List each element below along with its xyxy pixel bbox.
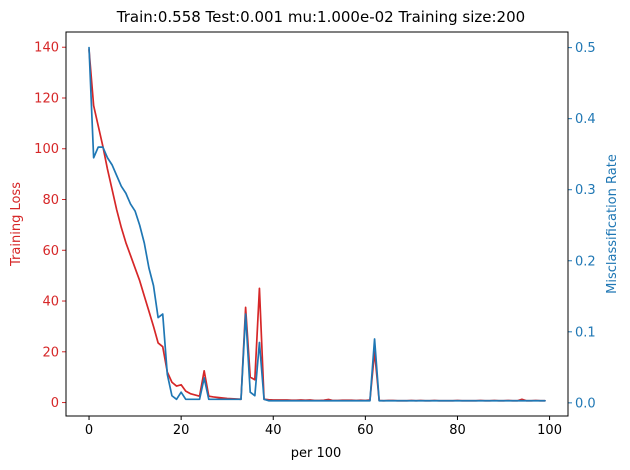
left-y-axis-label: Training Loss	[9, 182, 24, 267]
left-y-tick-label: 40	[42, 295, 59, 310]
right-y-tick-label: 0.5	[575, 41, 596, 56]
right-y-tick-label: 0.3	[575, 183, 596, 198]
plot-frame	[65, 31, 569, 417]
x-tick-label: 20	[173, 423, 190, 438]
chart-title: Train:0.558 Test:0.001 mu:1.000e-02 Trai…	[116, 8, 525, 26]
right-y-tick-label: 0.1	[575, 325, 596, 340]
right-y-axis-label: Misclassification Rate	[605, 154, 620, 294]
left-y-tick-label: 80	[42, 193, 59, 208]
right-y-tick-label: 0.4	[575, 112, 596, 127]
left-y-tick-label: 20	[42, 345, 59, 360]
plot-area: 0 20 40 60 80 100 0 20 40 60 80 100 120 140 0.0 0.1 0.2 0…	[34, 31, 596, 438]
x-tick-label: 60	[357, 423, 374, 438]
misclassification-rate-line	[88, 46, 546, 402]
left-y-tick-label: 0	[51, 396, 59, 411]
x-tick-label: 100	[537, 423, 562, 438]
left-y-tick-label: 100	[34, 142, 59, 157]
right-y-tick-label: 0.0	[575, 396, 596, 411]
x-tick-label: 80	[449, 423, 466, 438]
left-y-tick-label: 140	[34, 41, 59, 56]
right-y-tick-label: 0.2	[575, 254, 596, 269]
training-loss-line	[88, 48, 546, 402]
x-axis-label: per 100	[291, 446, 342, 461]
x-tick-label: 0	[85, 423, 93, 438]
left-y-tick-label: 60	[42, 244, 59, 259]
left-y-tick-label: 120	[34, 91, 59, 106]
x-tick-label: 40	[265, 423, 282, 438]
